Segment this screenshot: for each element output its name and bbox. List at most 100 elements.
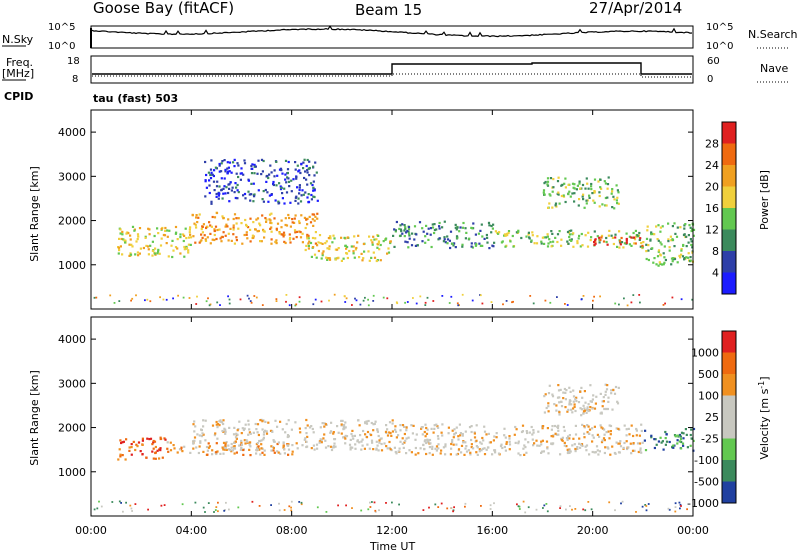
range-cell bbox=[199, 441, 202, 444]
range-cell bbox=[120, 237, 123, 241]
date-title: 27/Apr/2014 bbox=[589, 0, 682, 17]
range-cell bbox=[645, 509, 648, 512]
range-cell bbox=[378, 509, 380, 512]
range-cell bbox=[376, 429, 379, 432]
range-cell bbox=[109, 294, 112, 297]
range-cell bbox=[220, 177, 223, 180]
range-cell bbox=[587, 187, 590, 190]
range-cell bbox=[192, 440, 195, 443]
range-cell bbox=[362, 299, 365, 302]
range-cell bbox=[243, 192, 247, 196]
range-cell bbox=[213, 511, 215, 513]
range-cell bbox=[638, 294, 641, 296]
range-cell bbox=[227, 166, 230, 169]
range-cell bbox=[221, 160, 224, 163]
range-cell bbox=[431, 453, 434, 456]
range-cell bbox=[269, 227, 272, 230]
range-cell bbox=[353, 434, 356, 437]
range-cell bbox=[159, 244, 163, 247]
range-cell bbox=[470, 438, 473, 442]
range-cell bbox=[581, 423, 584, 426]
range-cell bbox=[228, 302, 231, 305]
range-cell bbox=[195, 446, 198, 449]
range-cell bbox=[594, 241, 597, 244]
range-cell bbox=[326, 258, 329, 261]
range-cell bbox=[455, 228, 458, 231]
range-cell bbox=[380, 442, 383, 446]
range-cell bbox=[453, 432, 456, 436]
range-cell bbox=[118, 249, 121, 252]
range-cell bbox=[668, 508, 671, 511]
range-cell bbox=[215, 442, 218, 445]
range-cell bbox=[382, 240, 385, 243]
range-cell bbox=[265, 175, 268, 178]
colorbar-tick-label: 24 bbox=[705, 159, 719, 172]
range-cell bbox=[285, 191, 289, 194]
range-cell bbox=[177, 294, 179, 297]
range-cell bbox=[668, 440, 671, 444]
range-cell bbox=[306, 445, 309, 448]
range-cell bbox=[258, 505, 261, 507]
range-cell bbox=[193, 420, 196, 423]
range-cell bbox=[485, 233, 488, 237]
range-cell bbox=[434, 503, 437, 506]
range-cell bbox=[354, 297, 356, 300]
range-cell bbox=[442, 446, 445, 449]
range-cell bbox=[565, 445, 568, 448]
range-cell bbox=[501, 240, 504, 243]
range-cell bbox=[342, 436, 345, 439]
range-cell bbox=[149, 437, 153, 440]
range-cell bbox=[514, 441, 517, 444]
range-cell bbox=[568, 238, 571, 241]
power-ylabel: Slant Range [km] bbox=[28, 166, 41, 262]
range-cell bbox=[316, 244, 319, 247]
range-cell bbox=[215, 423, 218, 426]
range-cell bbox=[134, 448, 137, 452]
range-cell bbox=[568, 386, 571, 389]
range-cell bbox=[667, 222, 670, 225]
range-cell bbox=[386, 252, 389, 255]
range-cell bbox=[425, 452, 428, 456]
range-cell bbox=[433, 427, 436, 430]
range-cell bbox=[344, 442, 347, 445]
range-cell bbox=[213, 228, 216, 231]
range-cell bbox=[318, 441, 321, 444]
range-cell bbox=[591, 440, 594, 443]
range-cell bbox=[546, 177, 550, 180]
range-cell bbox=[235, 172, 238, 175]
range-cell bbox=[332, 445, 336, 448]
range-cell bbox=[214, 432, 217, 435]
range-cell bbox=[661, 263, 664, 266]
range-cell bbox=[517, 452, 520, 455]
range-cell bbox=[310, 198, 313, 201]
range-cell bbox=[300, 162, 303, 165]
range-cell bbox=[367, 419, 370, 423]
range-cell bbox=[334, 258, 337, 261]
range-cell bbox=[401, 223, 404, 226]
range-cell bbox=[588, 432, 591, 435]
range-cell bbox=[604, 383, 607, 386]
range-cell bbox=[475, 424, 478, 427]
range-cell bbox=[684, 223, 687, 226]
range-cell bbox=[129, 252, 132, 255]
range-cell bbox=[266, 191, 269, 194]
range-cell bbox=[453, 242, 456, 245]
range-cell bbox=[130, 243, 133, 246]
range-cell bbox=[434, 447, 437, 450]
sky-noise-line bbox=[91, 25, 693, 38]
range-cell bbox=[349, 448, 352, 451]
range-cell bbox=[667, 507, 670, 510]
range-cell bbox=[311, 427, 314, 431]
range-cell bbox=[330, 448, 334, 452]
range-cell bbox=[306, 237, 309, 240]
range-cell bbox=[618, 230, 621, 233]
range-cell bbox=[233, 191, 236, 194]
range-cell bbox=[306, 196, 309, 199]
range-cell bbox=[305, 432, 308, 435]
range-cell bbox=[546, 180, 550, 183]
range-cell bbox=[316, 217, 319, 220]
range-cell bbox=[182, 239, 185, 243]
range-cell bbox=[594, 242, 597, 245]
range-cell bbox=[233, 441, 236, 444]
range-cell bbox=[298, 296, 301, 299]
